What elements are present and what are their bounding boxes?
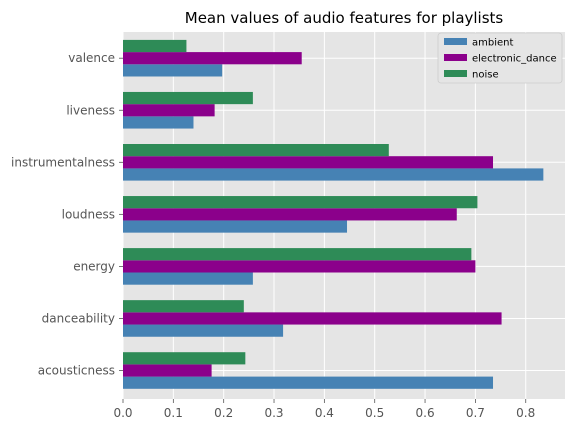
legend: ambient electronic_dance noise [437,32,563,84]
bar-ambient-energy [123,272,253,285]
category-label: acousticness [38,364,115,378]
bar-ambient-instrumentalness [123,168,544,181]
bar-electronic-dance-loudness [123,208,457,221]
bar-ambient-loudness [123,220,348,233]
bar-electronic-dance-acousticness [123,364,212,377]
bar-noise-valence [123,39,187,53]
bar-noise-acousticness [123,352,246,365]
bar-electronic-dance-energy [123,260,476,273]
x-tick-label: 0.5 [365,406,384,420]
legend-label-noise: noise [472,70,499,81]
x-tick-label: 0.0 [113,406,132,420]
bar-ambient-liveness [123,116,194,129]
bar-electronic-dance-danceability [123,312,502,325]
x-tick-label: 0.1 [164,406,183,420]
x-tick-label: 0.2 [214,406,233,420]
bar-noise-liveness [123,91,253,105]
category-label: energy [73,259,115,273]
x-tick-label: 0.3 [264,406,283,420]
bars [123,39,544,389]
bar-ambient-danceability [123,324,284,337]
x-tick-label: 0.7 [466,406,485,420]
category-label: valence [68,51,115,65]
legend-frame [437,32,563,84]
x-tick-label: 0.4 [315,406,334,420]
x-tick-label: 0.6 [416,406,435,420]
bar-noise-energy [123,248,472,261]
bar-ambient-valence [123,64,223,77]
chart-title: Mean values of audio features for playli… [185,9,504,27]
legend-label-ambient: ambient [472,38,513,49]
bar-noise-loudness [123,196,478,209]
y-axis-labels: acousticness danceability energy loudness in… [11,51,123,378]
x-axis-labels: 0.0 0.1 0.2 0.3 0.4 0.5 0.6 0.7 0.8 [113,399,535,420]
bar-ambient-acousticness [123,376,494,389]
category-label: liveness [66,103,115,117]
bar-noise-danceability [123,300,244,313]
legend-swatch-electronic-dance [444,54,467,61]
category-label: instrumentalness [11,155,115,169]
legend-swatch-ambient [444,38,467,45]
bar-electronic-dance-valence [123,52,302,65]
bar-electronic-dance-liveness [123,104,215,117]
bar-electronic-dance-instrumentalness [123,156,494,169]
bar-noise-instrumentalness [123,144,389,157]
legend-swatch-noise [444,70,467,77]
category-label: danceability [42,311,115,325]
legend-label-electronic-dance: electronic_dance [472,54,557,65]
x-tick-label: 0.8 [516,406,535,420]
category-label: loudness [62,207,115,221]
